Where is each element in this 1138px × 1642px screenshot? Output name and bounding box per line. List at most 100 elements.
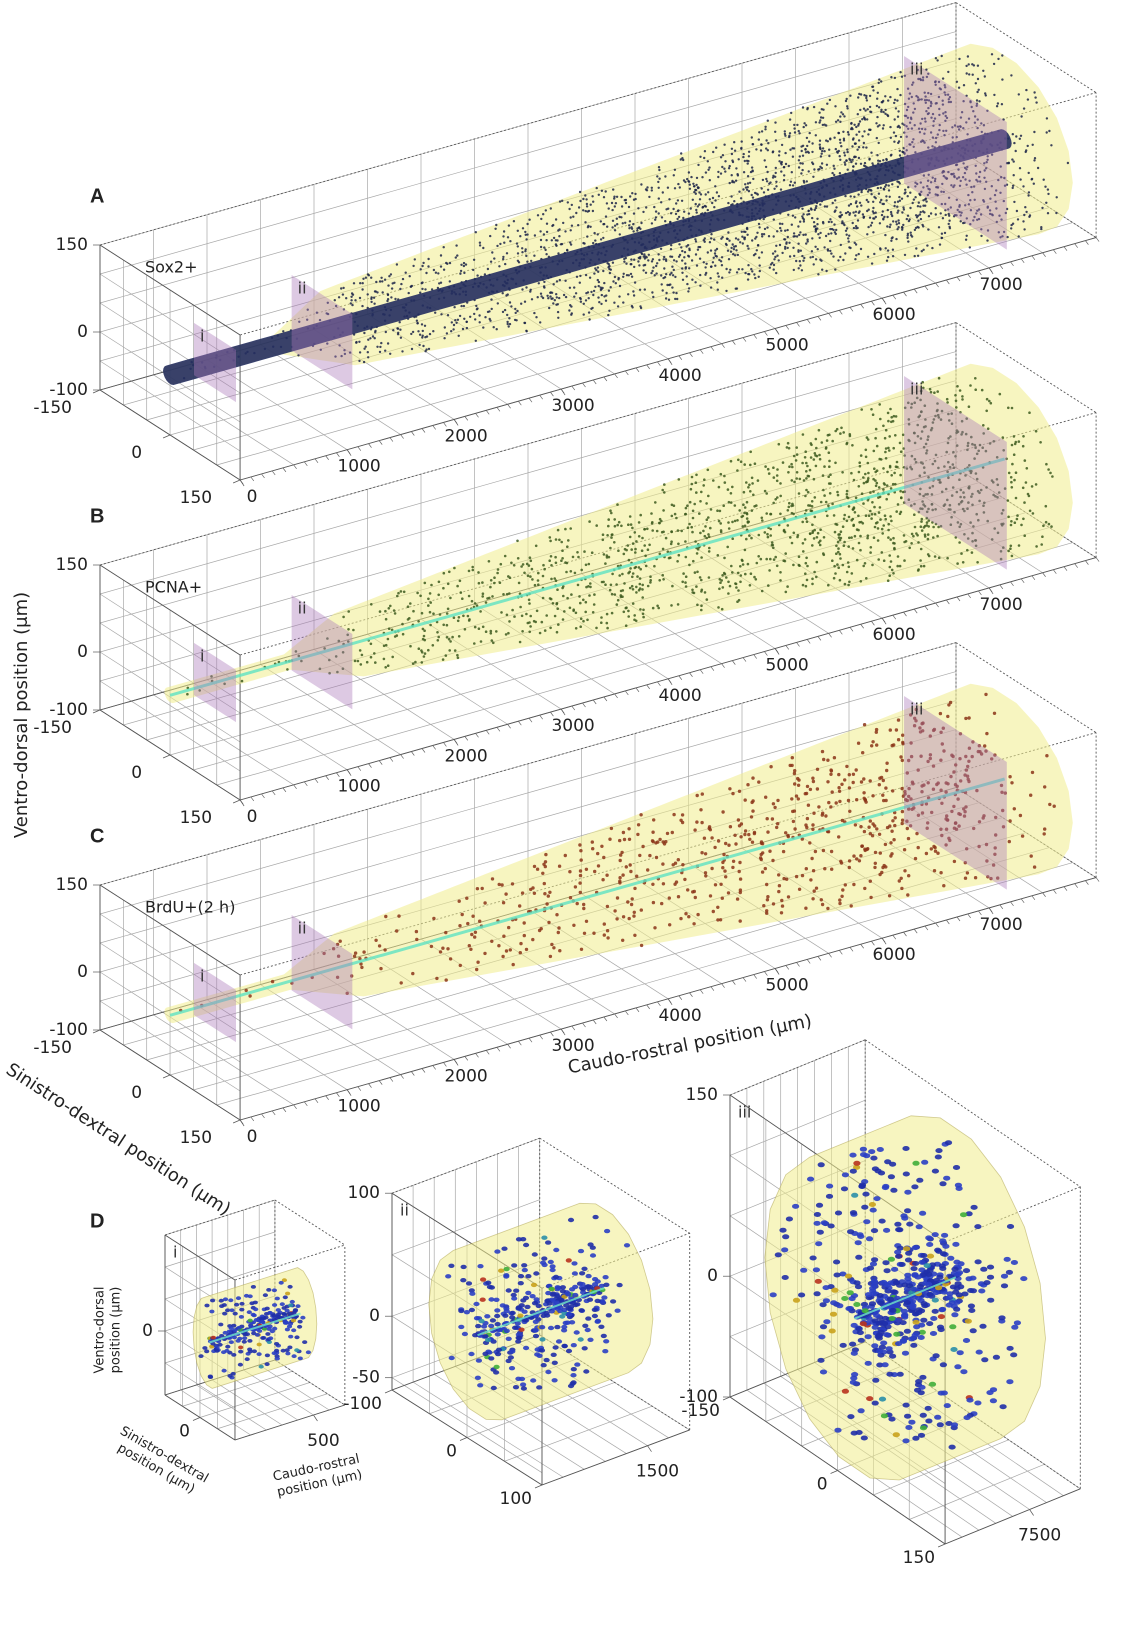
- cell: [805, 557, 808, 560]
- cell: [615, 202, 617, 204]
- cell: [807, 107, 809, 109]
- cell: [342, 293, 344, 295]
- cell: [607, 525, 610, 528]
- cell: [696, 177, 698, 179]
- cell: [723, 557, 726, 560]
- cell: [600, 303, 602, 305]
- cell: [882, 218, 884, 220]
- cell: [432, 612, 435, 615]
- cell: [829, 228, 831, 230]
- cell: [530, 560, 533, 563]
- cell: [613, 541, 616, 544]
- cell: [708, 550, 711, 553]
- cell: [749, 451, 752, 454]
- minor-tick: [914, 289, 917, 293]
- cell: [716, 509, 719, 512]
- cell: [855, 225, 857, 227]
- cell: [585, 564, 588, 567]
- cell: [875, 428, 878, 431]
- cell: [467, 615, 470, 618]
- cell: [693, 503, 696, 506]
- cell: [677, 210, 679, 212]
- cell: [1045, 202, 1047, 204]
- cell: [1026, 467, 1029, 470]
- cell: [186, 693, 189, 696]
- cell: [504, 555, 507, 558]
- cell: [926, 244, 928, 246]
- cell: [1010, 476, 1013, 479]
- cell: [835, 229, 837, 231]
- cell: [556, 631, 559, 634]
- cell: [821, 150, 823, 152]
- cell: [686, 504, 689, 507]
- cell: [736, 469, 739, 472]
- cell: [582, 209, 584, 211]
- cell: [654, 274, 656, 276]
- minor-tick: [604, 697, 607, 701]
- cell: [1013, 160, 1015, 162]
- cell: [502, 593, 505, 596]
- minor-tick: [1075, 884, 1078, 888]
- minor-tick: [422, 748, 425, 752]
- cell: [1007, 407, 1010, 410]
- cell: [884, 234, 886, 236]
- minor-tick: [807, 639, 810, 643]
- cell: [634, 281, 636, 283]
- cell: [815, 228, 817, 230]
- cell: [694, 571, 697, 574]
- cell: [587, 291, 589, 293]
- cell: [672, 291, 674, 293]
- cell: [648, 196, 650, 198]
- cell: [772, 547, 775, 550]
- cell: [747, 833, 750, 836]
- cell: [740, 574, 743, 577]
- cell: [811, 544, 814, 547]
- cell: [917, 568, 920, 571]
- cell: [848, 866, 851, 869]
- cell: [705, 502, 708, 505]
- cell: [630, 548, 633, 551]
- cell: [671, 266, 673, 268]
- cell: [633, 266, 635, 268]
- cell: [855, 227, 857, 229]
- cell: [790, 112, 792, 114]
- cell: [437, 636, 440, 639]
- cell: [710, 237, 712, 239]
- cell: [479, 610, 482, 613]
- cell: [592, 611, 595, 614]
- cell: [815, 121, 817, 123]
- cell: [651, 260, 653, 262]
- minor-tick: [433, 745, 436, 749]
- cell: [691, 483, 694, 486]
- cell: [717, 176, 719, 178]
- cell: [892, 537, 895, 540]
- minor-tick: [390, 1078, 393, 1082]
- cell: [452, 328, 454, 330]
- cell: [523, 572, 526, 575]
- cell: [614, 276, 616, 278]
- cell: [788, 165, 790, 167]
- cell: [879, 160, 881, 162]
- cell: [702, 484, 705, 487]
- cell: [767, 120, 769, 122]
- cell: [921, 250, 923, 252]
- cell: [522, 227, 524, 229]
- minor-tick: [722, 984, 725, 988]
- cell: [504, 309, 506, 311]
- cell: [730, 501, 733, 504]
- cell: [681, 272, 683, 274]
- minor-tick: [1085, 561, 1088, 565]
- cell: [760, 558, 763, 561]
- cell: [696, 552, 699, 555]
- cell: [812, 256, 814, 258]
- cell: [613, 909, 616, 912]
- cell: [607, 314, 609, 316]
- cell: [927, 538, 930, 541]
- cell: [651, 883, 654, 886]
- minor-tick: [262, 794, 265, 798]
- cell: [790, 463, 793, 466]
- cell: [488, 310, 490, 312]
- cell: [817, 233, 819, 235]
- cell: [761, 130, 763, 132]
- cell: [562, 618, 565, 621]
